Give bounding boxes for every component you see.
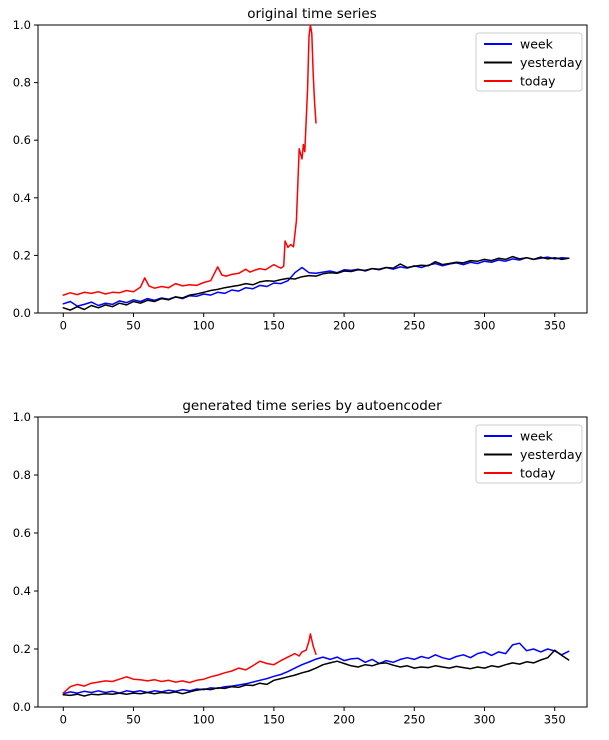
legend: week yesterday today: [475, 424, 583, 484]
y-tick-label: 0.0: [13, 700, 31, 714]
chart-title-original: original time series: [247, 6, 377, 22]
legend-label-today: today: [520, 74, 556, 89]
x-tick-label: 350: [544, 319, 566, 333]
y-tick-label: 0.2: [13, 248, 31, 262]
legend-label-yesterday: yesterday: [520, 55, 583, 70]
y-tick-label: 0.0: [13, 306, 31, 320]
y-tick-label: 0.2: [13, 642, 31, 656]
x-tick-label: 350: [544, 713, 566, 727]
y-tick-label: 0.4: [13, 584, 31, 598]
x-tick-label: 50: [126, 319, 141, 333]
x-tick-label: 0: [60, 319, 67, 333]
x-tick-label: 150: [263, 319, 285, 333]
x-tick-label: 200: [333, 713, 355, 727]
x-tick-label: 250: [403, 713, 425, 727]
y-tick-label: 0.8: [13, 76, 31, 90]
legend-label-today: today: [520, 466, 556, 481]
chart-generated: 0 50 100 150 200 250 300 350 0.0 0.2 0.4 0.6 0.8 1.0 w…: [13, 410, 588, 727]
x-tick-label: 50: [126, 713, 141, 727]
x-tick-label: 300: [474, 713, 496, 727]
y-tick-label: 0.8: [13, 468, 31, 482]
legend-label-week: week: [520, 429, 554, 444]
legend-box: [475, 32, 583, 92]
series-line-yesterday: [62, 649, 570, 697]
chart-title-generated: generated time series by autoencoder: [182, 398, 442, 414]
x-tick-label: 100: [193, 713, 215, 727]
y-tick-label: 0.6: [13, 526, 31, 540]
series-line-yesterday: [62, 255, 570, 311]
y-tick-label: 0.4: [13, 191, 31, 205]
x-tick-label: 300: [474, 319, 496, 333]
x-tick-label: 0: [60, 713, 67, 727]
x-tick-label: 200: [333, 319, 355, 333]
legend-label-yesterday: yesterday: [520, 447, 583, 462]
legend-label-week: week: [520, 37, 554, 52]
y-tick-label: 1.0: [13, 410, 31, 424]
series-line-week: [62, 256, 570, 307]
y-tick-label: 0.6: [13, 133, 31, 147]
x-tick-label: 100: [193, 319, 215, 333]
x-tick-label: 250: [403, 319, 425, 333]
series-line-today: [62, 24, 317, 296]
x-tick-label: 150: [263, 713, 285, 727]
chart-original: 0 50 100 150 200 250 300 350 0.0 0.2 0.4 0.6 0.8 1.0 w…: [13, 18, 588, 333]
series-line-today: [62, 633, 317, 694]
legend-box: [475, 424, 583, 484]
legend: week yesterday today: [475, 32, 583, 92]
y-tick-label: 1.0: [13, 18, 31, 32]
